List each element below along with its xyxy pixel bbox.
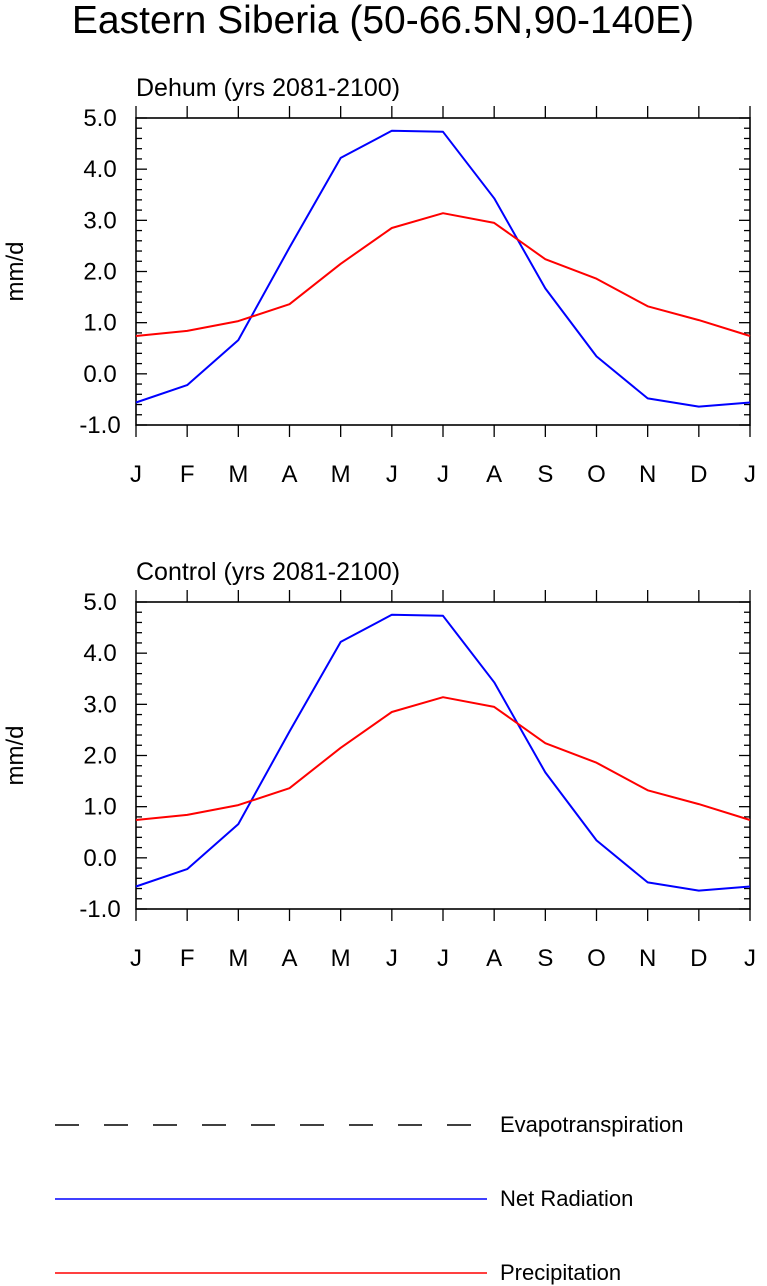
series-line-precipitation bbox=[135, 212, 751, 337]
x-tick-label: N bbox=[639, 945, 656, 972]
y-tick-label: 2.0 bbox=[83, 743, 116, 770]
y-tick-label: 4.0 bbox=[83, 640, 116, 667]
x-tick-label: J bbox=[437, 945, 449, 972]
y-axis-label: mm/d bbox=[2, 242, 29, 302]
y-tick-label: 4.0 bbox=[83, 156, 116, 183]
x-tick-label: D bbox=[690, 461, 707, 488]
x-tick-label: M bbox=[331, 461, 351, 488]
x-tick-label: S bbox=[537, 461, 553, 488]
y-tick-label: 0.0 bbox=[83, 361, 116, 388]
y-tick-label: 5.0 bbox=[83, 589, 116, 616]
x-tick-label: A bbox=[281, 461, 297, 488]
x-tick-label: S bbox=[537, 945, 553, 972]
y-tick-label: 1.0 bbox=[83, 310, 116, 337]
x-tick-label: F bbox=[180, 461, 195, 488]
plot-frame bbox=[135, 601, 751, 910]
chart-panel-dehum: Dehum (yrs 2081-2100) mm/d -1.0 0.0 1.0 2.0 3.… bbox=[2, 74, 756, 488]
legend: Evapotranspiration Net Radiation Precipita… bbox=[55, 1112, 683, 1285]
x-tick-label: F bbox=[180, 945, 195, 972]
x-tick-label: A bbox=[281, 945, 297, 972]
x-tick-label: M bbox=[331, 945, 351, 972]
y-axis-label: mm/d bbox=[2, 726, 29, 786]
x-tick-label: M bbox=[228, 461, 248, 488]
x-tick-label: J bbox=[744, 945, 756, 972]
series-line-net-radiation bbox=[135, 129, 751, 408]
x-tick-label: A bbox=[486, 945, 502, 972]
legend-label-precipitation: Precipitation bbox=[500, 1260, 621, 1285]
panel-title: Dehum (yrs 2081-2100) bbox=[136, 74, 400, 102]
y-tick-label: -1.0 bbox=[79, 412, 120, 439]
x-tick-label: O bbox=[587, 461, 606, 488]
x-tick-label: A bbox=[486, 461, 502, 488]
x-tick-label: O bbox=[587, 945, 606, 972]
x-tick-label: D bbox=[690, 945, 707, 972]
plot-frame bbox=[135, 117, 751, 426]
y-tick-label: 5.0 bbox=[83, 105, 116, 132]
x-tick-label: J bbox=[386, 461, 398, 488]
x-tick-label: M bbox=[228, 945, 248, 972]
chart-panel-control: Control (yrs 2081-2100) mm/d -1.0 0.0 1.0 2.0… bbox=[2, 558, 756, 972]
series-line-precipitation bbox=[135, 696, 751, 821]
x-tick-label: N bbox=[639, 461, 656, 488]
x-tick-label: J bbox=[744, 461, 756, 488]
y-axis-ticks bbox=[136, 117, 750, 426]
y-tick-label: 1.0 bbox=[83, 794, 116, 821]
panel-title: Control (yrs 2081-2100) bbox=[136, 558, 400, 586]
x-tick-label: J bbox=[130, 461, 142, 488]
x-tick-label: J bbox=[386, 945, 398, 972]
y-tick-label: 3.0 bbox=[83, 691, 116, 718]
legend-label-net-radiation: Net Radiation bbox=[500, 1186, 633, 1211]
legend-label-evapotranspiration: Evapotranspiration bbox=[500, 1112, 683, 1137]
y-axis-ticks bbox=[136, 601, 750, 910]
y-tick-label: 0.0 bbox=[83, 845, 116, 872]
series-line-net-radiation bbox=[135, 613, 751, 892]
y-tick-label: 3.0 bbox=[83, 207, 116, 234]
figure-title: Eastern Siberia (50-66.5N,90-140E) bbox=[72, 0, 694, 42]
y-tick-label: 2.0 bbox=[83, 259, 116, 286]
y-tick-label: -1.0 bbox=[79, 896, 120, 923]
x-tick-label: J bbox=[437, 461, 449, 488]
x-tick-label: J bbox=[130, 945, 142, 972]
